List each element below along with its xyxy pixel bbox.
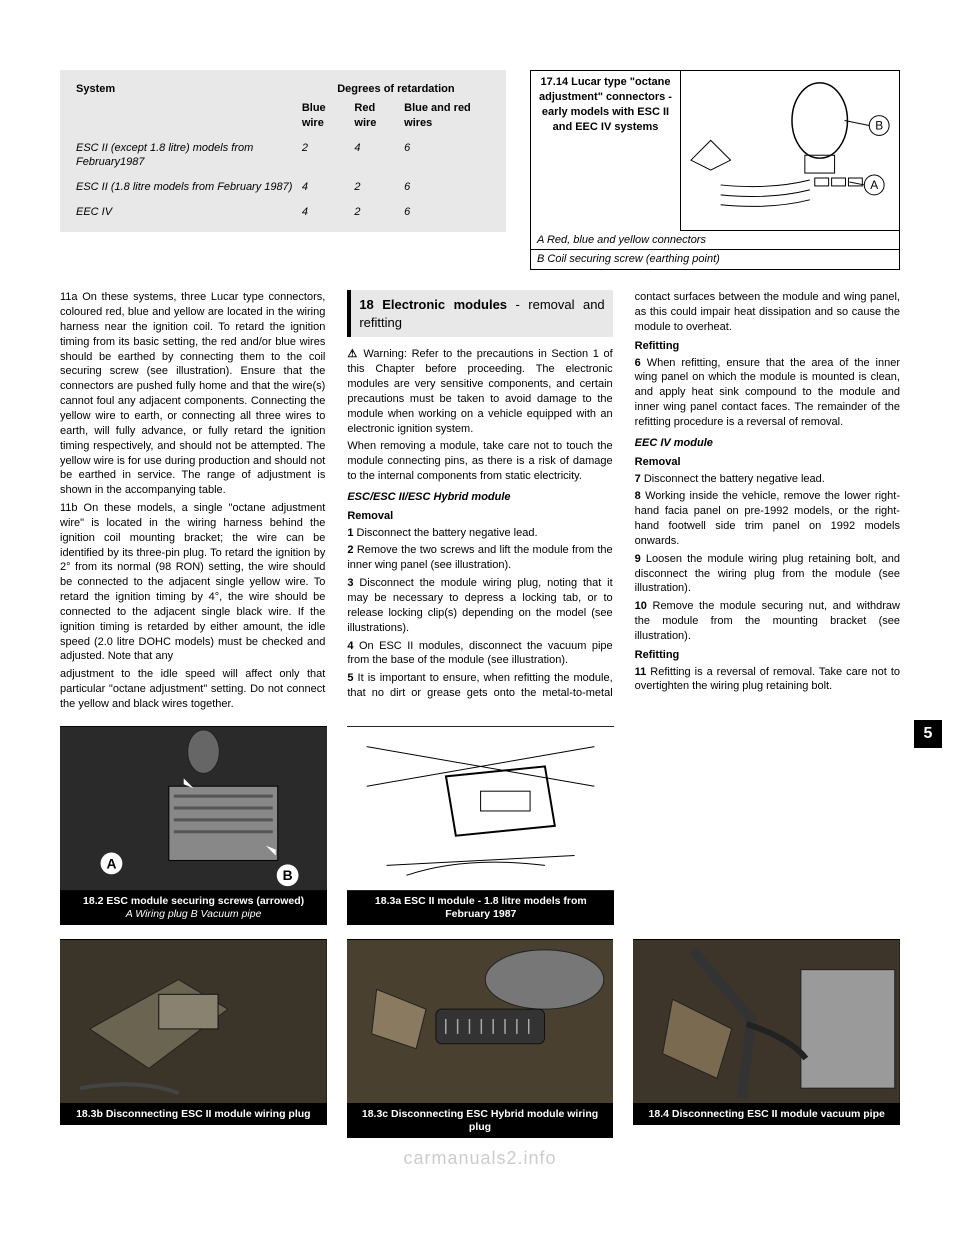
refitting-head: Refitting xyxy=(635,339,900,354)
fig-18-2-caption: 18.2 ESC module securing screws (arrowed… xyxy=(60,891,327,925)
row0-label: ESC II (except 1.8 litre) models from Fe… xyxy=(72,139,298,173)
intro-para: When removing a module, take care not to… xyxy=(347,439,612,484)
fig-18-3b-caption: 18.3b Disconnecting ESC II module wiring… xyxy=(60,1104,327,1125)
section-18-box: 18 Electronic modules - removal and refi… xyxy=(347,290,612,337)
section-title: Electronic modules xyxy=(382,297,507,312)
row0-blue: 2 xyxy=(298,139,351,173)
para-11a: 11a On these systems, three Lucar type c… xyxy=(60,290,325,498)
th-blue: Blue wire xyxy=(298,99,351,133)
svg-text:A: A xyxy=(106,855,116,871)
subhead-eec: EEC IV module xyxy=(635,436,900,451)
label-a: A xyxy=(870,178,878,192)
lucar-legend-a: A Red, blue and yellow connectors xyxy=(530,231,900,251)
p3: 3 Disconnect the module wiring plug, not… xyxy=(347,576,612,635)
p9-text: Loosen the module wiring plug retaining … xyxy=(635,553,900,595)
fig-18-3c: 18.3c Disconnecting ESC Hybrid module wi… xyxy=(347,939,614,1138)
warning-para: ⚠ Warning: Refer to the precautions in S… xyxy=(347,347,612,436)
th-red: Red wire xyxy=(350,99,400,133)
p9: 9 Loosen the module wiring plug retainin… xyxy=(635,552,900,597)
row0-both: 6 xyxy=(400,139,494,173)
p1-text: Disconnect the battery negative lead. xyxy=(357,527,538,539)
p10: 10 Remove the module securing nut, and w… xyxy=(635,599,900,644)
n5: 5 xyxy=(347,672,353,684)
removal-head2: Removal xyxy=(635,455,900,470)
p8-text: Working inside the vehicle, remove the l… xyxy=(635,490,900,547)
row2-both: 6 xyxy=(400,203,494,222)
lucar-caption: 17.14 Lucar type "octane adjustment" con… xyxy=(530,70,680,231)
label-b: B xyxy=(875,118,883,132)
para-11b: 11b On these models, a single "octane ad… xyxy=(60,501,325,664)
p11-text: Refitting is a reversal of removal. Take… xyxy=(635,666,900,693)
n3: 3 xyxy=(347,577,353,589)
n6: 6 xyxy=(635,357,641,369)
fig-18-2: A B 18.2 ESC module securing screws (arr… xyxy=(60,726,327,925)
p8: 8 Working inside the vehicle, remove the… xyxy=(635,489,900,548)
p2: 2 Remove the two screws and lift the mod… xyxy=(347,543,612,573)
th-bluered: Blue and red wires xyxy=(400,99,494,133)
fig-row-1: A B 18.2 ESC module securing screws (arr… xyxy=(60,726,614,925)
body-text: 11a On these systems, three Lucar type c… xyxy=(60,290,900,712)
page-side-tab: 5 xyxy=(914,720,942,748)
p6: 6 When refitting, ensure that the area o… xyxy=(635,356,900,430)
top-row: System Degrees of retardation Blue wire … xyxy=(60,70,900,270)
removal-head: Removal xyxy=(347,509,612,524)
fig-18-2-cap-text: 18.2 ESC module securing screws (arrowed… xyxy=(83,895,304,907)
row1-blue: 4 xyxy=(298,178,351,197)
svg-text:B: B xyxy=(283,867,293,883)
n11: 11 xyxy=(635,666,647,678)
p6-text: When refitting, ensure that the area of … xyxy=(635,357,900,428)
lucar-figure: 17.14 Lucar type "octane adjustment" con… xyxy=(530,70,900,270)
row2-blue: 4 xyxy=(298,203,351,222)
retardation-table: System Degrees of retardation Blue wire … xyxy=(60,70,506,232)
p7: 7 Disconnect the battery negative lead. xyxy=(635,472,900,487)
row2-label: EEC IV xyxy=(72,203,298,222)
p1: 1 Disconnect the battery negative lead. xyxy=(347,526,612,541)
para-11c: adjustment to the idle speed will affect… xyxy=(60,667,325,712)
lucar-legend-b: B Coil securing screw (earthing point) xyxy=(530,250,900,270)
fig-18-3a: 18.3a ESC II module - 1.8 litre models f… xyxy=(347,726,614,925)
fig-18-4: 18.4 Disconnecting ESC II module vacuum … xyxy=(633,939,900,1138)
fig-18-4-caption: 18.4 Disconnecting ESC II module vacuum … xyxy=(633,1104,900,1125)
n8: 8 xyxy=(635,490,641,502)
fig-18-3b: 18.3b Disconnecting ESC II module wiring… xyxy=(60,939,327,1138)
section-num: 18 xyxy=(359,297,373,312)
n4: 4 xyxy=(347,640,353,652)
p11: 11 Refitting is a reversal of removal. T… xyxy=(635,665,900,695)
n10: 10 xyxy=(635,600,647,612)
row2-red: 2 xyxy=(350,203,400,222)
n9: 9 xyxy=(635,553,641,565)
p4: 4 On ESC II modules, disconnect the vacu… xyxy=(347,639,612,669)
th-degrees: Degrees of retardation xyxy=(298,80,494,99)
p2-text: Remove the two screws and lift the modul… xyxy=(347,544,612,571)
refitting-head2: Refitting xyxy=(635,648,900,663)
retardation-table-container: System Degrees of retardation Blue wire … xyxy=(60,70,506,270)
p10-text: Remove the module securing nut, and with… xyxy=(635,600,900,642)
row1-red: 2 xyxy=(350,178,400,197)
fig-18-2-cap-sub: A Wiring plug B Vacuum pipe xyxy=(66,908,321,921)
n2: 2 xyxy=(347,544,353,556)
fig-18-3a-caption: 18.3a ESC II module - 1.8 litre models f… xyxy=(347,891,614,925)
lucar-diagram: A B xyxy=(680,70,900,231)
th-blank xyxy=(72,99,298,133)
row1-label: ESC II (1.8 litre models from February 1… xyxy=(72,178,298,197)
fig-18-3c-caption: 18.3c Disconnecting ESC Hybrid module wi… xyxy=(347,1104,614,1138)
fig-row-2: 18.3b Disconnecting ESC II module wiring… xyxy=(60,939,900,1138)
p4-text: On ESC II modules, disconnect the vacuum… xyxy=(347,640,612,667)
subhead-esc: ESC/ESC II/ESC Hybrid module xyxy=(347,490,612,505)
p3-text: Disconnect the module wiring plug, notin… xyxy=(347,577,612,634)
warning-text: Warning: Refer to the precautions in Sec… xyxy=(347,348,612,434)
th-system: System xyxy=(72,80,298,99)
n1: 1 xyxy=(347,527,353,539)
row1-both: 6 xyxy=(400,178,494,197)
n7: 7 xyxy=(635,473,641,485)
p7-text: Disconnect the battery negative lead. xyxy=(644,473,825,485)
watermark: carmanuals2.info xyxy=(0,1146,960,1170)
row0-red: 4 xyxy=(350,139,400,173)
